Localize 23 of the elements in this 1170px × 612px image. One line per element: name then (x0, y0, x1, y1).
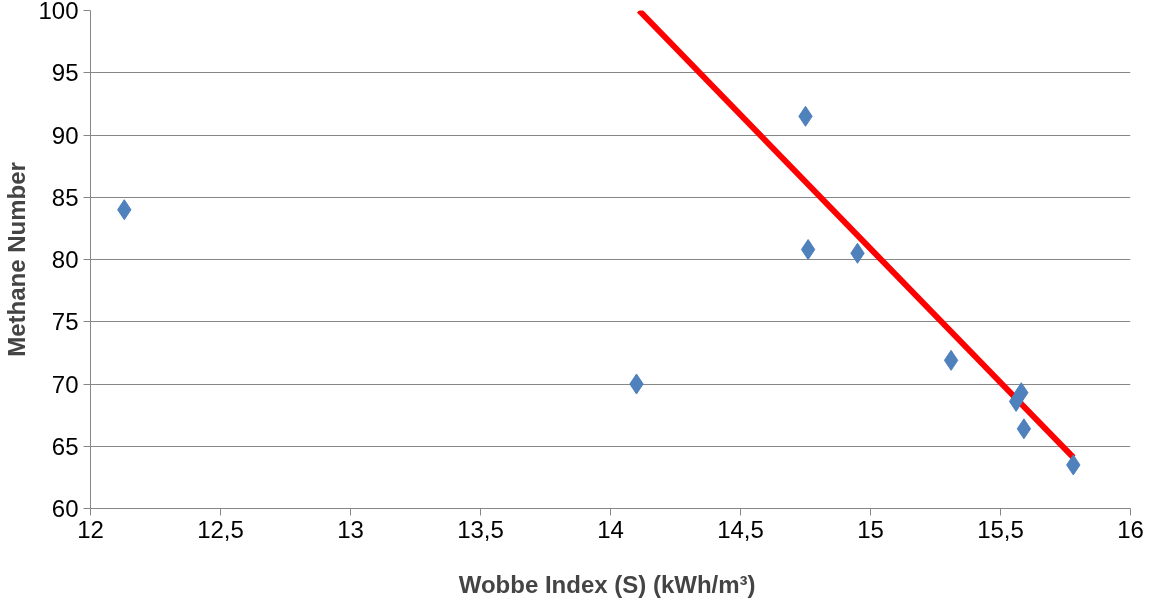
x-tick-label: 14 (597, 515, 624, 543)
x-tick-label: 13,5 (457, 515, 504, 543)
y-tick-label: 95 (51, 59, 79, 87)
point (1016, 418, 1032, 440)
y-tick-label: 85 (51, 183, 79, 211)
y-tick-label: 100 (38, 0, 79, 24)
x-tick-label: 15,5 (977, 515, 1024, 543)
y-tick-label: 80 (51, 246, 79, 273)
x-tick-label: 16 (1117, 515, 1144, 543)
point (943, 349, 959, 371)
x-tick-label: 13 (337, 515, 364, 543)
x-tick-label: 15 (857, 515, 884, 543)
x-axis-title: Wobbe Index (S) (kWh/m³) (458, 570, 756, 598)
x-tick-label: 14,5 (717, 515, 764, 543)
y-tick-label: 70 (51, 370, 79, 398)
y-tick-label: 65 (51, 432, 79, 460)
y-tick-label: 75 (51, 308, 79, 336)
y-tick-label: 90 (51, 121, 79, 149)
x-tick-label: 12,5 (197, 515, 244, 543)
x-tick-label: 12 (77, 515, 104, 543)
y-tick-label: 60 (51, 495, 79, 522)
point (800, 239, 816, 261)
y-axis-title: Methane Number (3, 162, 31, 357)
